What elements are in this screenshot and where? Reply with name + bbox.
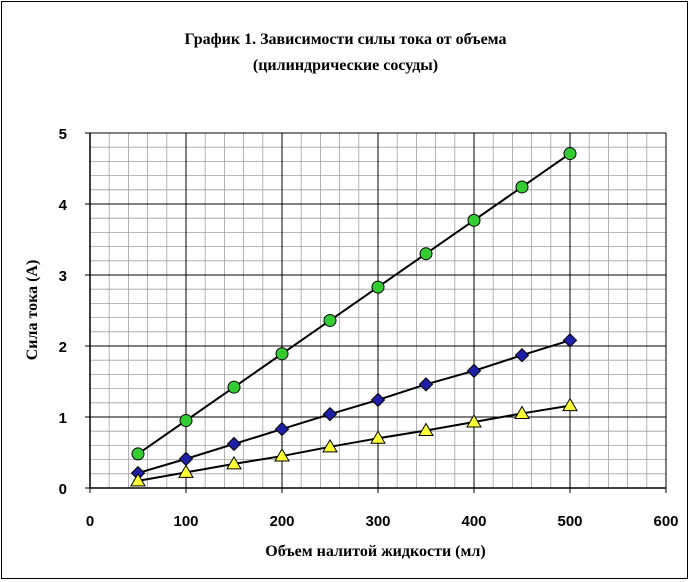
y-tick-label: 2 bbox=[59, 339, 67, 356]
chart-subtitle: (цилиндрические сосуды) bbox=[252, 57, 439, 74]
data-point-triangle bbox=[370, 430, 386, 444]
y-tick-label: 0 bbox=[59, 481, 67, 498]
data-point-triangle bbox=[178, 464, 194, 478]
data-point-triangle bbox=[274, 448, 290, 462]
data-point-circle bbox=[371, 280, 385, 294]
data-point-diamond bbox=[226, 436, 242, 452]
x-tick-label: 500 bbox=[557, 513, 582, 530]
data-point-diamond bbox=[178, 451, 194, 467]
data-point-triangle bbox=[418, 422, 434, 436]
data-point-diamond bbox=[322, 406, 338, 422]
data-point-triangle bbox=[130, 472, 146, 487]
x-tick-label: 600 bbox=[653, 513, 678, 530]
data-point-circle bbox=[515, 180, 529, 194]
data-point-diamond bbox=[466, 363, 482, 379]
x-tick-label: 200 bbox=[269, 513, 294, 530]
data-point-circle bbox=[131, 447, 145, 461]
data-point-triangle bbox=[322, 438, 338, 453]
x-axis-label: Объем налитой жидкости (мл) bbox=[265, 543, 486, 560]
x-tick-label: 400 bbox=[461, 513, 486, 530]
x-tick-label: 0 bbox=[86, 513, 94, 530]
data-point-triangle bbox=[226, 455, 242, 470]
data-point-circle bbox=[275, 347, 289, 361]
data-point-circle bbox=[563, 147, 577, 161]
data-point-circle bbox=[227, 380, 241, 394]
y-tick-label: 3 bbox=[59, 268, 67, 285]
series-line bbox=[137, 339, 571, 475]
data-point-diamond bbox=[370, 392, 386, 408]
series-line bbox=[137, 404, 571, 482]
data-point-circle bbox=[323, 313, 337, 327]
data-point-triangle bbox=[466, 413, 482, 428]
chart-title: График 1. Зависимости силы тока от объем… bbox=[184, 31, 507, 48]
data-point-circle bbox=[179, 414, 193, 428]
series-line bbox=[137, 152, 571, 455]
data-point-diamond bbox=[274, 421, 290, 437]
data-point-diamond bbox=[562, 333, 578, 348]
x-tick-label: 100 bbox=[173, 513, 198, 530]
data-point-triangle bbox=[514, 405, 530, 419]
y-tick-label: 5 bbox=[59, 126, 67, 143]
data-point-circle bbox=[467, 213, 481, 227]
data-point-diamond bbox=[418, 377, 434, 392]
y-tick-label: 4 bbox=[59, 197, 68, 214]
data-point-triangle bbox=[562, 397, 578, 412]
x-tick-label: 300 bbox=[365, 513, 390, 530]
data-point-circle bbox=[419, 247, 433, 261]
data-point-diamond bbox=[514, 348, 530, 363]
y-tick-label: 1 bbox=[59, 410, 67, 427]
